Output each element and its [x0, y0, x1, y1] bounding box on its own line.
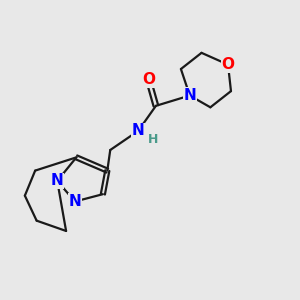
Text: H: H	[148, 133, 158, 146]
Text: O: O	[142, 72, 155, 87]
Text: N: N	[132, 123, 145, 138]
Text: O: O	[221, 57, 235, 72]
Text: N: N	[51, 173, 64, 188]
Text: N: N	[183, 88, 196, 103]
Text: N: N	[68, 194, 81, 209]
